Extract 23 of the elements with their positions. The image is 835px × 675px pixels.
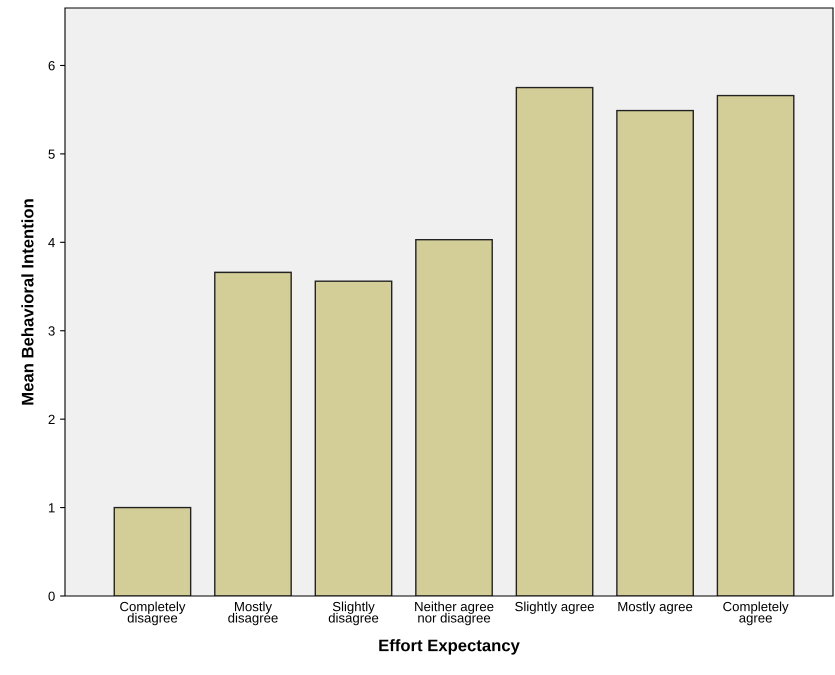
- x-tick-label: Mostly agree: [618, 602, 692, 614]
- bar: [516, 86, 594, 596]
- y-tick-label: 4: [48, 238, 55, 248]
- bar: [716, 94, 794, 596]
- bar: [616, 110, 694, 596]
- x-tick-label: Mostly disagree: [228, 602, 278, 626]
- bar: [214, 272, 292, 596]
- bar: [114, 506, 192, 596]
- bar: [415, 238, 493, 596]
- y-axis-title: Mean Behavioral Intention: [21, 199, 34, 405]
- x-tick-label: Slightly agree: [515, 602, 594, 614]
- x-tick-label: Slightly disagree: [328, 602, 378, 626]
- x-tick-label: Neither agree nor disagree: [415, 602, 494, 626]
- x-tick-label: Completely agree: [723, 602, 789, 626]
- y-tick-label: 5: [48, 150, 55, 159]
- x-axis-title: Effort Expectancy: [379, 639, 520, 655]
- y-tick-label: 3: [48, 326, 55, 336]
- y-tick-label: 1: [48, 503, 55, 512]
- y-tick-label: 2: [48, 414, 55, 424]
- x-tick-label: Completely disagree: [120, 602, 186, 626]
- y-tick-label: 0: [48, 592, 55, 601]
- bar: [314, 280, 392, 596]
- y-tick-label: 6: [48, 61, 55, 70]
